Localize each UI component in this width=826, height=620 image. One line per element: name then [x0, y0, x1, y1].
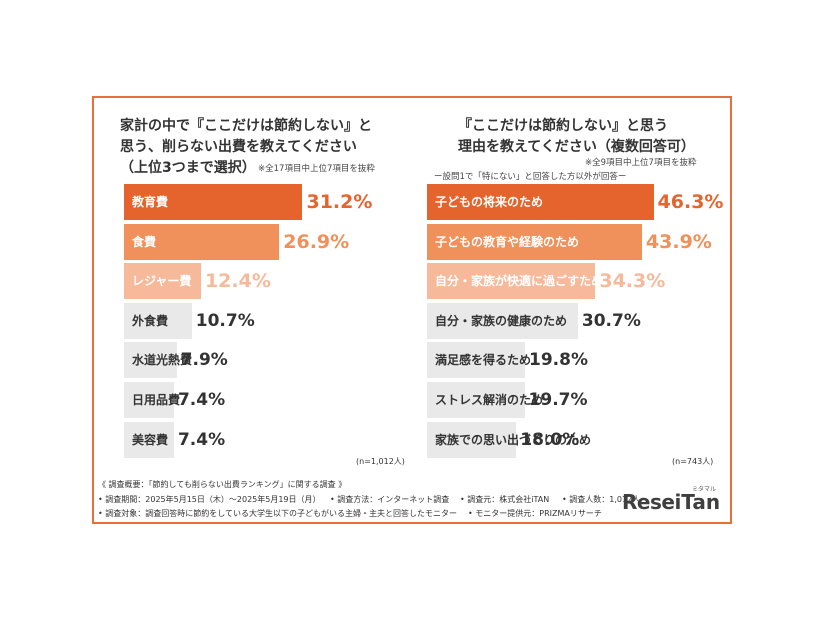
footer-target: • 調査対象：調査回答時に節約をしている大学生以下の子どもがいる主婦・主夫と回答… — [98, 509, 458, 518]
bar-0-1 — [124, 223, 280, 260]
bar-label-1-1: 子どもの教育や経験のため — [435, 234, 580, 249]
bar-label-1-6: 家族での思い出づくりのため — [435, 432, 592, 447]
left-title-line-1: 家計の中で『ここだけは節約しない』と — [120, 118, 372, 134]
left-title-line-3: （上位3つまで選択） — [120, 160, 256, 176]
bar-value-0-6: 7.4% — [177, 429, 226, 450]
resemitan-logo: ReseiTan ミタマル — [622, 486, 721, 514]
bar-value-0-5: 7.4% — [177, 390, 226, 410]
chart-frame — [92, 96, 732, 524]
left-chart-note: ※全17項目中上位7項目を抜粋 — [258, 164, 375, 174]
right-sample-size: (n=743人) — [672, 457, 714, 466]
logo-text-right: iTan — [674, 490, 721, 514]
left-title-line-2: 思う、削らない出費を教えてください — [120, 139, 357, 155]
bar-label-1-5: ストレス解消のため — [435, 393, 544, 407]
bar-value-1-5: 19.7% — [528, 390, 588, 410]
footer-provider: • モニター提供元：PRIZMAリサーチ — [468, 509, 602, 518]
bar-value-1-3: 30.7% — [581, 310, 641, 331]
footer-method: • 調査方法：インターネット調査 — [330, 495, 450, 504]
right-title-line-2: 理由を教えてください（複数回答可） — [458, 139, 695, 155]
bar-label-0-1: 食費 — [132, 234, 157, 249]
bar-0-3 — [124, 302, 192, 339]
bar-label-0-4: 水道光熱費 — [132, 353, 193, 368]
bar-0-5 — [124, 382, 174, 418]
left-chart-title: 家計の中で『ここだけは節約しない』と 思う、削らない出費を教えてください （上位… — [120, 116, 372, 179]
bar-1-3 — [427, 302, 578, 339]
bar-value-1-2: 34.3% — [599, 270, 666, 293]
bar-1-2 — [427, 263, 596, 300]
bar-label-0-5: 日用品費 — [132, 393, 181, 407]
bar-value-0-4: 7.9% — [180, 350, 228, 371]
footer-people: • 調査人数：1,012人 — [562, 495, 641, 504]
bar-value-0-0: 31.2% — [306, 191, 373, 213]
left-sample-size: (n=1,012人) — [356, 457, 405, 466]
bar-label-0-0: 教育費 — [132, 195, 169, 209]
right-chart-note: ※全9項目中上位7項目を抜粋 — [585, 158, 697, 168]
bar-label-1-0: 子どもの将来のため — [435, 195, 544, 209]
bar-value-1-0: 46.3% — [657, 191, 724, 213]
bar-1-0 — [427, 184, 654, 220]
footer-period: • 調査期間：2025年5月15日（木）～2025年5月19日（月） — [98, 495, 321, 504]
footer-survey-title: 《 調査概要：「節約しても削らない出費ランキング」に関する調査 》 — [98, 480, 347, 489]
right-title-line-1: 『ここだけは節約しない』と思う — [458, 118, 668, 134]
bar-label-0-3: 外食費 — [132, 313, 169, 328]
right-chart-subnote: ー設問1で「特にない」と回答した方以外が回答ー — [434, 172, 627, 182]
logo-small-text: ミタマル — [692, 486, 717, 493]
bar-label-1-2: 自分・家族が快適に過ごすため — [435, 274, 604, 289]
bar-value-1-1: 43.9% — [645, 230, 712, 253]
bar-1-4 — [427, 342, 526, 379]
bar-value-0-2: 12.4% — [204, 270, 271, 293]
bar-value-1-4: 19.8% — [529, 350, 588, 371]
bar-1-1 — [427, 223, 642, 260]
bar-value-1-6: 18.0% — [520, 429, 580, 450]
bar-1-6 — [427, 421, 517, 458]
bar-1-5 — [427, 382, 525, 418]
bar-0-0 — [124, 184, 303, 220]
logo-text-left: Rese — [622, 490, 675, 514]
bar-label-1-3: 自分・家族の健康のため — [435, 313, 568, 328]
bar-value-0-3: 10.7% — [195, 310, 255, 331]
bar-0-4 — [124, 342, 177, 379]
bar-label-0-6: 美容費 — [132, 432, 169, 447]
right-chart-title: 『ここだけは節約しない』と思う 理由を教えてください（複数回答可） — [458, 116, 695, 158]
bar-0-6 — [124, 421, 174, 458]
bar-0-2 — [124, 263, 201, 300]
bar-label-1-4: 満足感を得るため — [435, 353, 532, 368]
bar-value-0-1: 26.9% — [283, 230, 350, 253]
footer-source: • 調査元：株式会社iTAN — [460, 495, 550, 504]
bar-label-0-2: レジャー費 — [132, 274, 192, 289]
